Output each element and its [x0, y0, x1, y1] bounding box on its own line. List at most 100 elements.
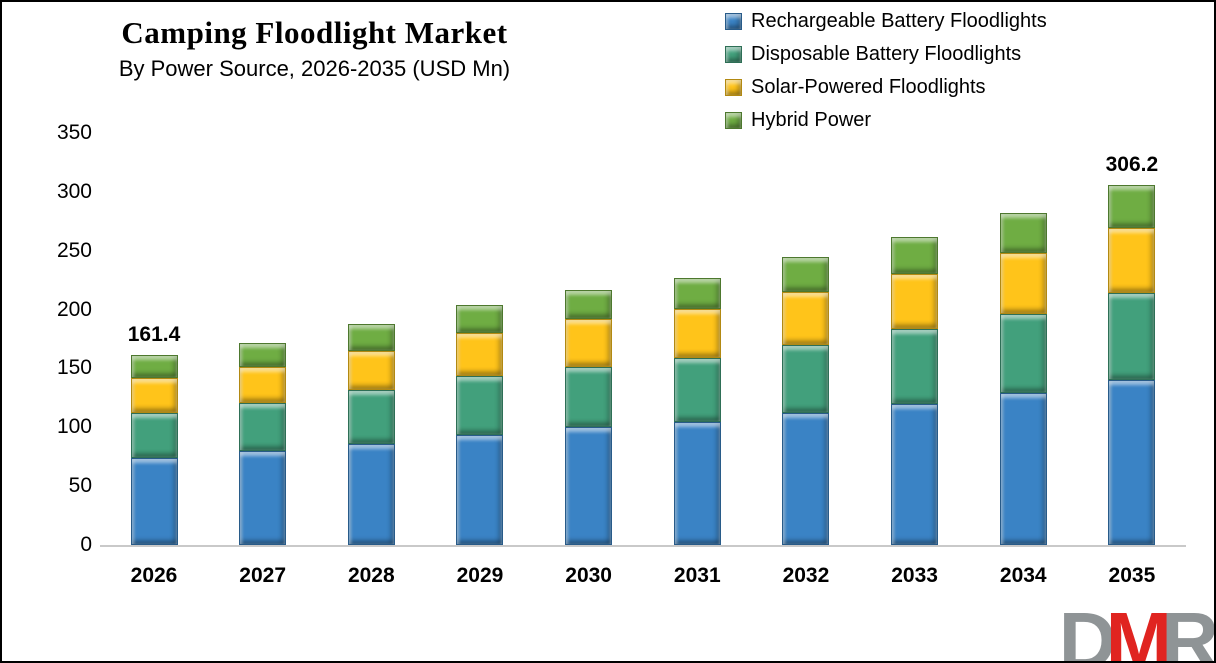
legend-item-rechargeable-battery-floodlights: Rechargeable Battery Floodlights — [725, 10, 1047, 33]
legend-label: Hybrid Power — [751, 109, 872, 131]
bar-segment-rechargeable-battery-floodlights — [891, 404, 939, 545]
bar-segment-disposable-battery-floodlights — [239, 403, 287, 451]
x-tick-label: 2027 — [239, 564, 287, 587]
x-tick-label: 2029 — [456, 564, 504, 587]
x-tick-label: 2032 — [782, 564, 830, 587]
y-tick-label: 50 — [68, 474, 92, 498]
x-tick-label: 2028 — [347, 564, 395, 587]
bar-segment-hybrid-power — [565, 289, 613, 319]
bar-segment-rechargeable-battery-floodlights — [1108, 379, 1156, 545]
bar-segment-hybrid-power — [782, 256, 830, 292]
logo-letter: M — [1105, 596, 1173, 663]
legend-marker-icon — [725, 79, 742, 96]
stacked-bar-2027 — [239, 343, 287, 545]
bar-segment-hybrid-power — [347, 324, 395, 351]
bar-segment-solar-powered-floodlights — [347, 350, 395, 390]
y-tick-label: 300 — [56, 179, 92, 203]
bar-segment-hybrid-power — [130, 355, 178, 378]
chart-subtitle: By Power Source, 2026-2035 (USD Mn) — [118, 56, 511, 81]
bar-segment-rechargeable-battery-floodlights — [456, 434, 504, 545]
bar-slot-2032 — [752, 133, 860, 545]
bar-segment-solar-powered-floodlights — [673, 309, 721, 358]
bar-segment-hybrid-power — [891, 236, 939, 274]
legend-label: Rechargeable Battery Floodlights — [751, 10, 1047, 32]
bar-segment-hybrid-power — [239, 343, 287, 368]
legend-marker-icon — [725, 46, 742, 63]
legend-marker-icon — [725, 112, 742, 129]
plot-bars: 161.4 306.2 — [100, 133, 1186, 545]
bar-segment-disposable-battery-floodlights — [782, 344, 830, 414]
bar-segment-solar-powered-floodlights — [782, 291, 830, 345]
stacked-bar-2031 — [673, 277, 721, 545]
dmr-logo: DMR — [1058, 596, 1214, 663]
bar-segment-disposable-battery-floodlights — [1108, 292, 1156, 380]
bar-slot-2034 — [969, 133, 1077, 545]
bar-segment-rechargeable-battery-floodlights — [347, 443, 395, 545]
bar-slot-2029 — [426, 133, 534, 545]
x-tick-label: 2034 — [999, 564, 1047, 587]
stacked-bar-2026: 161.4 — [128, 323, 180, 545]
y-tick-label: 250 — [56, 238, 92, 262]
y-tick-label: 350 — [56, 121, 92, 144]
legend-label: Solar-Powered Floodlights — [751, 76, 986, 98]
logo-letter: R — [1161, 596, 1214, 663]
bar-slot-2027 — [209, 133, 317, 545]
bar-segment-solar-powered-floodlights — [456, 332, 504, 377]
bar-segment-hybrid-power — [1108, 184, 1156, 229]
y-tick-label: 0 — [80, 533, 92, 556]
bar-segment-hybrid-power — [999, 213, 1047, 253]
x-tick-label: 2031 — [673, 564, 721, 587]
bar-segment-disposable-battery-floodlights — [565, 366, 613, 427]
stacked-bar-2032 — [782, 256, 830, 545]
x-tick-label: 2026 — [130, 564, 178, 587]
x-tick-label: 2033 — [891, 564, 938, 587]
x-tick-label: 2035 — [1108, 564, 1156, 587]
stacked-bar-2035: 306.2 — [1106, 153, 1158, 545]
legend: Rechargeable Battery Floodlights Disposab… — [725, 10, 1047, 142]
title-block: Camping Floodlight Market By Power Sourc… — [2, 15, 627, 83]
bar-segment-rechargeable-battery-floodlights — [782, 413, 830, 545]
bar-segment-solar-powered-floodlights — [891, 273, 939, 330]
x-tick-label: 2030 — [565, 564, 612, 587]
bar-segment-rechargeable-battery-floodlights — [239, 450, 287, 545]
bar-segment-disposable-battery-floodlights — [673, 357, 721, 422]
bar-segment-disposable-battery-floodlights — [891, 329, 939, 405]
bar-segment-disposable-battery-floodlights — [456, 376, 504, 435]
bar-slot-2028 — [317, 133, 425, 545]
bar-segment-rechargeable-battery-floodlights — [673, 422, 721, 545]
bar-total-label: 306.2 — [1105, 152, 1159, 176]
legend-label: Disposable Battery Floodlights — [751, 43, 1022, 65]
bar-segment-hybrid-power — [456, 305, 504, 333]
legend-item-hybrid-power: Hybrid Power — [725, 109, 1047, 132]
bar-segment-disposable-battery-floodlights — [347, 389, 395, 444]
bar-slot-2033 — [861, 133, 969, 545]
stacked-bar-2033 — [891, 236, 939, 545]
chart-title: Camping Floodlight Market — [121, 15, 508, 50]
stacked-bar-2030 — [565, 289, 613, 545]
y-tick-label: 150 — [56, 356, 92, 380]
bar-segment-solar-powered-floodlights — [999, 252, 1047, 314]
plot-area: 161.4 306.2 — [100, 133, 1186, 547]
y-tick-label: 200 — [56, 297, 92, 321]
bar-segment-solar-powered-floodlights — [1108, 228, 1156, 293]
bar-slot-2030 — [535, 133, 643, 545]
bar-segment-solar-powered-floodlights — [130, 377, 178, 413]
legend-item-disposable-battery-floodlights: Disposable Battery Floodlights — [725, 43, 1047, 66]
bar-segment-disposable-battery-floodlights — [999, 313, 1047, 394]
bar-segment-hybrid-power — [673, 277, 721, 310]
bar-segment-disposable-battery-floodlights — [130, 412, 178, 458]
logo-letter: D — [1058, 596, 1117, 663]
bar-total-label: 161.4 — [127, 323, 181, 347]
bar-slot-2035: 306.2 — [1078, 133, 1186, 545]
bar-segment-rechargeable-battery-floodlights — [999, 393, 1047, 545]
bar-segment-solar-powered-floodlights — [239, 367, 287, 404]
legend-marker-icon — [725, 13, 742, 30]
bar-segment-rechargeable-battery-floodlights — [565, 426, 613, 545]
x-axis-tick-labels: 2026 2027 2028 2029 2030 2031 2032 2033 2034 2035 — [100, 564, 1186, 588]
bar-segment-solar-powered-floodlights — [565, 318, 613, 367]
y-axis-tick-labels: 0 50 100 150 200 250 300 350 — [30, 121, 92, 556]
stacked-bar-2029 — [456, 305, 504, 545]
y-tick-label: 100 — [56, 415, 92, 439]
bar-segment-rechargeable-battery-floodlights — [130, 457, 178, 545]
